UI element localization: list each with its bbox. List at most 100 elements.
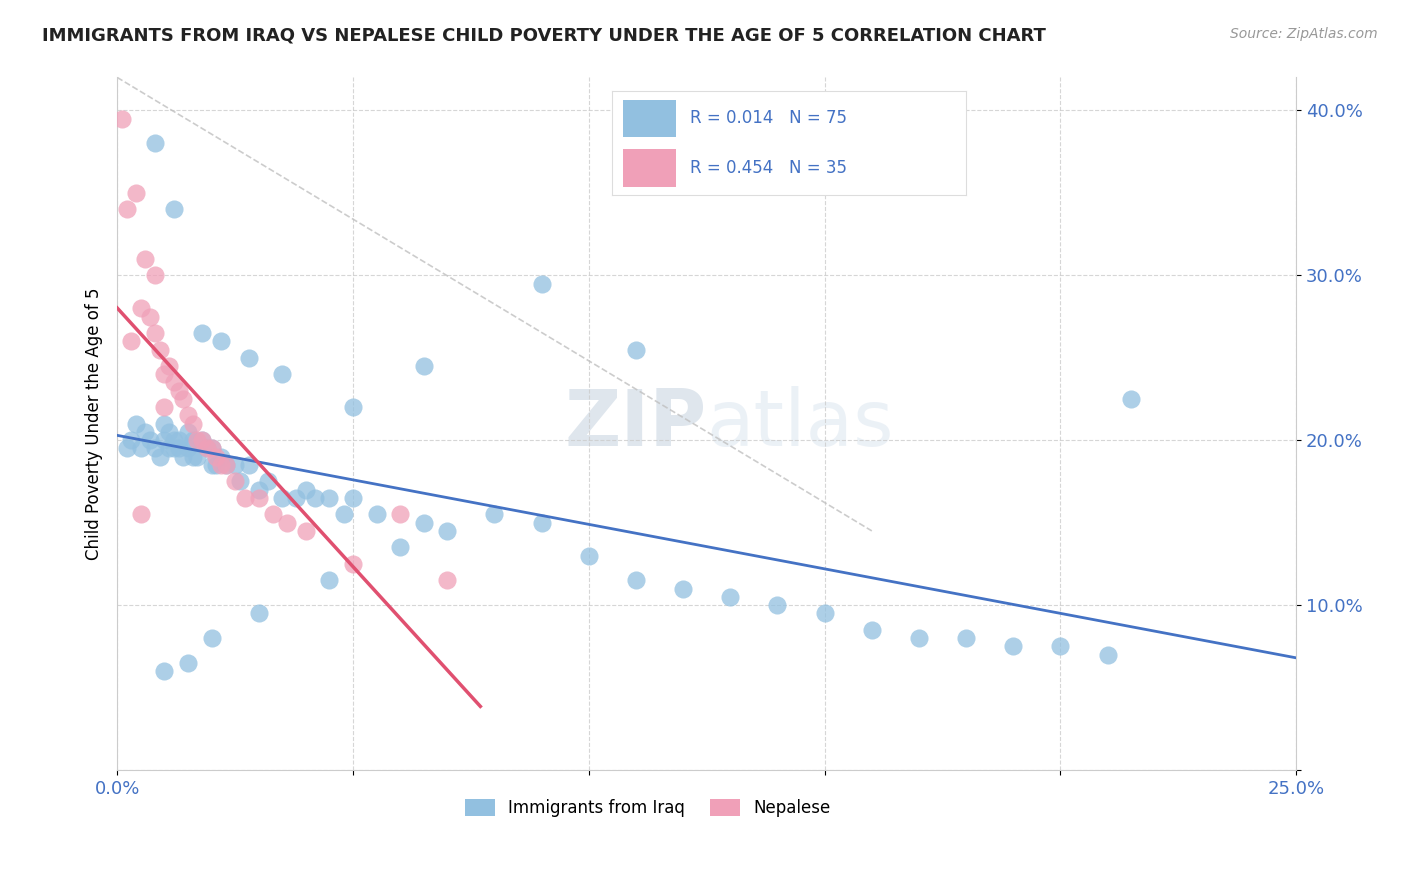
Point [200, 458, 222, 472]
Point [139, 434, 162, 448]
Point [157, 442, 180, 456]
Point [233, 491, 256, 505]
Point [172, 450, 194, 464]
Point [200, 442, 222, 456]
Point [167, 442, 190, 456]
Point [139, 310, 162, 324]
Point [149, 343, 172, 357]
Point [412, 359, 434, 373]
Point [195, 442, 218, 456]
Point [318, 574, 340, 588]
Point [167, 434, 190, 448]
Point [814, 607, 837, 621]
Point [718, 590, 741, 604]
Point [304, 491, 326, 505]
Text: ZIP: ZIP [564, 385, 707, 462]
Point [143, 268, 166, 283]
Point [215, 458, 238, 472]
Point [247, 607, 270, 621]
Point [129, 301, 152, 316]
Point [257, 475, 280, 489]
Point [908, 631, 931, 645]
Point [262, 508, 284, 522]
Point [181, 434, 204, 448]
Point [120, 434, 142, 448]
Point [153, 417, 176, 431]
Point [181, 417, 204, 431]
Y-axis label: Child Poverty Under the Age of 5: Child Poverty Under the Age of 5 [86, 287, 103, 560]
Text: IMMIGRANTS FROM IRAQ VS NEPALESE CHILD POVERTY UNDER THE AGE OF 5 CORRELATION CH: IMMIGRANTS FROM IRAQ VS NEPALESE CHILD P… [42, 27, 1046, 45]
Point [153, 434, 176, 448]
Point [412, 516, 434, 530]
Point [295, 524, 318, 538]
Point [125, 186, 148, 200]
Point [1049, 640, 1071, 654]
Point [1097, 648, 1119, 662]
Point [200, 631, 222, 645]
Point [224, 475, 246, 489]
Point [271, 368, 294, 382]
Point [186, 434, 208, 448]
Point [157, 359, 180, 373]
Point [153, 664, 176, 678]
Point [276, 516, 298, 530]
Point [195, 442, 218, 456]
Point [530, 516, 553, 530]
Point [177, 656, 200, 670]
Point [177, 409, 200, 423]
Point [143, 136, 166, 151]
Point [295, 483, 318, 497]
Point [177, 442, 200, 456]
Point [238, 458, 260, 472]
Point [129, 442, 152, 456]
Point [172, 392, 194, 406]
Point [332, 508, 354, 522]
Point [163, 442, 186, 456]
Point [163, 434, 186, 448]
Point [111, 112, 134, 126]
Point [191, 434, 214, 448]
Point [200, 442, 222, 456]
Point [163, 376, 186, 390]
Text: Source: ZipAtlas.com: Source: ZipAtlas.com [1230, 27, 1378, 41]
Point [120, 334, 142, 349]
Point [318, 491, 340, 505]
Point [766, 598, 789, 612]
Point [186, 450, 208, 464]
Point [205, 450, 228, 464]
Point [224, 458, 246, 472]
Point [134, 425, 156, 439]
Point [143, 442, 166, 456]
Point [238, 351, 260, 365]
Point [271, 491, 294, 505]
Point [1121, 392, 1143, 406]
Point [177, 425, 200, 439]
Point [366, 508, 388, 522]
Point [436, 574, 458, 588]
Point [342, 557, 364, 571]
Point [229, 475, 252, 489]
Point [191, 326, 214, 340]
Point [578, 549, 600, 563]
Point [209, 458, 232, 472]
Point [1002, 640, 1025, 654]
Point [163, 202, 186, 217]
Point [205, 458, 228, 472]
Point [157, 425, 180, 439]
Point [285, 491, 308, 505]
Point [955, 631, 977, 645]
Point [134, 252, 156, 266]
Point [149, 450, 172, 464]
Point [143, 326, 166, 340]
Point [860, 623, 883, 637]
Point [484, 508, 506, 522]
Point [624, 574, 647, 588]
Point [153, 368, 176, 382]
Point [115, 202, 138, 217]
Point [181, 450, 204, 464]
Point [115, 442, 138, 456]
Point [436, 524, 458, 538]
Point [209, 450, 232, 464]
Point [342, 401, 364, 415]
Point [624, 343, 647, 357]
